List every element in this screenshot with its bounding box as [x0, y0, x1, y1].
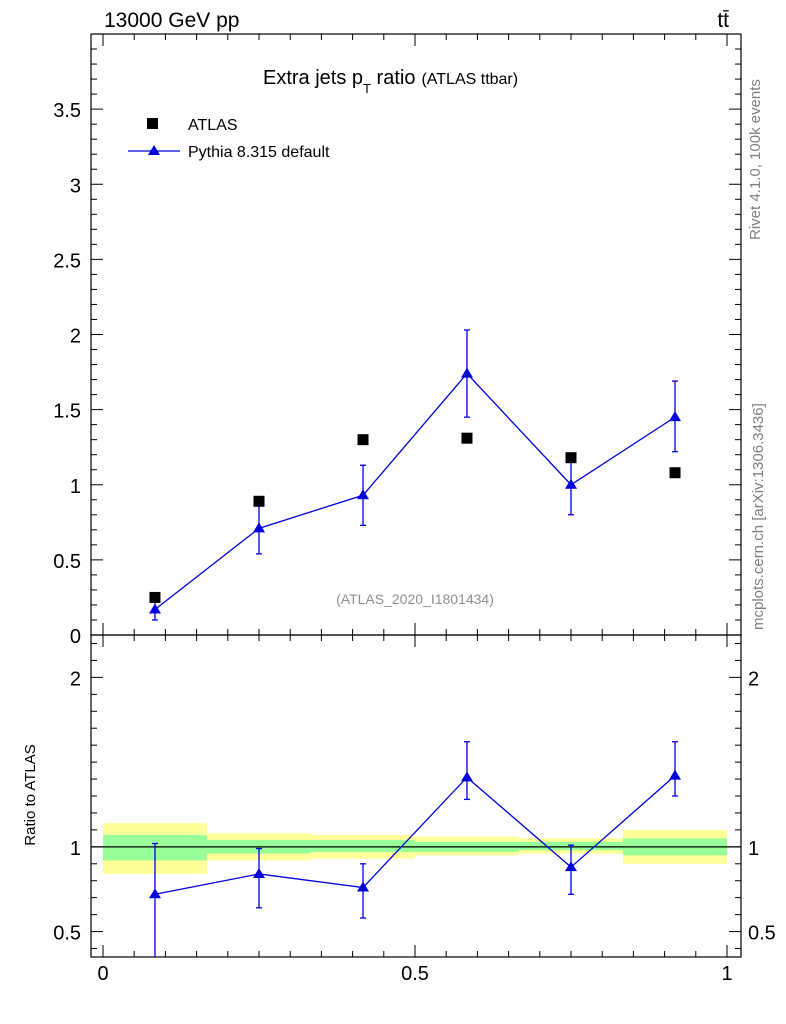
legend-atlas-label: ATLAS: [188, 117, 238, 134]
ratio-band-green: [310, 840, 415, 852]
main-plot: 0 0.5 1 1.5 2 2.5 3 3.5: [53, 33, 742, 648]
ratio-y-tick-label: 2: [70, 668, 81, 690]
y-tick-label: 3: [70, 175, 81, 197]
ratio-y-tick-label: 0.5: [53, 923, 81, 945]
title-paren: (ATLAS ttbar): [421, 71, 518, 88]
rivet-label: Rivet 4.1.0, 100k events: [747, 79, 764, 240]
energy-label: 13000 GeV pp: [104, 9, 239, 32]
y-tick-label: 2.5: [53, 250, 81, 272]
pythia-line: [154, 372, 676, 610]
pythia-point: [148, 603, 161, 614]
atlas-point: [149, 591, 161, 603]
atlas-point: [253, 495, 265, 507]
mcplots-label: mcplots.cern.ch [arXiv:1306.3436]: [750, 403, 767, 630]
title-main: Extra jets p: [263, 67, 363, 89]
y-tick-label: 1: [70, 476, 81, 498]
legend-atlas-marker: [147, 118, 158, 129]
x-tick-label: 0.5: [401, 963, 429, 985]
x-tick-label: 1: [721, 963, 732, 985]
ratio-ylabel: Ratio to ATLAS: [22, 744, 39, 845]
y-tick-label: 3.5: [53, 100, 81, 122]
ratio-pythia-point: [148, 888, 161, 899]
pythia-point: [460, 367, 473, 378]
atlas-point: [461, 432, 473, 444]
x-tick-label: 0: [97, 963, 108, 985]
ratio-y-tick-label-right: 2: [748, 668, 759, 690]
ratio-pythia-point: [253, 867, 265, 878]
y-tick-label: 0: [70, 626, 81, 648]
y-tick-label: 2: [70, 326, 81, 348]
ratio-pythia-point: [460, 771, 473, 782]
ratio-frame: [90, 634, 742, 958]
ratio-pythia-line: [154, 775, 676, 895]
atlas-point: [357, 434, 369, 446]
ratio-pythia-point: [357, 881, 370, 892]
ratio-y-tick-label-right: 0.5: [748, 923, 776, 945]
y-tick-label: 0.5: [53, 551, 81, 573]
atlas-point: [669, 467, 681, 479]
pythia-point: [253, 522, 265, 533]
pythia-point: [565, 478, 577, 489]
title-rest: ratio: [371, 67, 415, 89]
ratio-pythia-point: [565, 861, 577, 872]
analysis-label: (ATLAS_2020_I1801434): [336, 591, 494, 607]
atlas-point: [565, 452, 577, 464]
legend-pythia-label: Pythia 8.315 default: [188, 144, 330, 161]
ratio-y-tick-label: 1: [70, 838, 81, 860]
title-subscript: T: [363, 81, 371, 96]
ratio-y-tick-label-right: 1: [748, 838, 759, 860]
pythia-point: [357, 489, 370, 500]
legend-pythia-marker: [148, 145, 160, 155]
y-tick-label: 1.5: [53, 401, 81, 423]
pythia-point: [669, 411, 682, 422]
process-label: tt̄: [717, 9, 729, 32]
plot-title: Extra jets pT ratio (ATLAS ttbar): [263, 67, 518, 96]
ratio-pythia-point: [669, 769, 682, 780]
ratio-plot: 0 0.5 1 0.5 0.5 1 1 2 2: [53, 634, 776, 985]
